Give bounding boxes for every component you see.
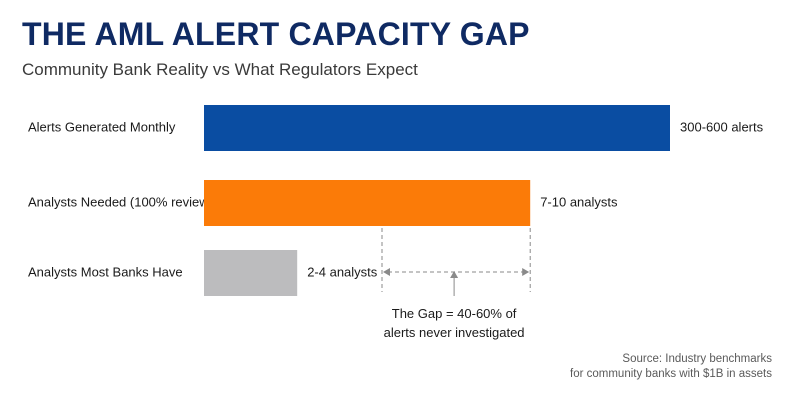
bar-value-label: 7-10 analysts [540,194,618,209]
source-line-1: Source: Industry benchmarks [622,353,772,365]
bar [204,250,298,296]
category-label: Analysts Most Banks Have [28,264,183,279]
bar-value-label: 300-600 alerts [680,119,764,134]
category-label: Alerts Generated Monthly [28,119,176,134]
gap-annotation: The Gap = 40-60% of alerts never investig… [381,228,531,340]
gap-pointer-arrowhead [450,271,459,278]
source-line-2: for community banks with $1B in assets [570,368,772,380]
category-label: Analysts Needed (100% review) [28,194,213,209]
gap-right-arrowhead [522,268,530,276]
gap-annotation-text: alerts never investigated [384,325,525,340]
chart-subtitle: Community Bank Reality vs What Regulator… [22,60,418,79]
bar [204,105,670,151]
source-note: Source: Industry benchmarks for communit… [570,352,772,382]
bar [204,180,531,226]
chart-title: THE AML ALERT CAPACITY GAP [22,16,530,52]
gap-left-arrowhead [383,268,390,276]
bar-value-label: 2-4 analysts [307,264,378,279]
gap-annotation-text: The Gap = 40-60% of [392,306,517,321]
bars-layer: Alerts Generated Monthly 300-600 alerts An… [28,105,764,296]
